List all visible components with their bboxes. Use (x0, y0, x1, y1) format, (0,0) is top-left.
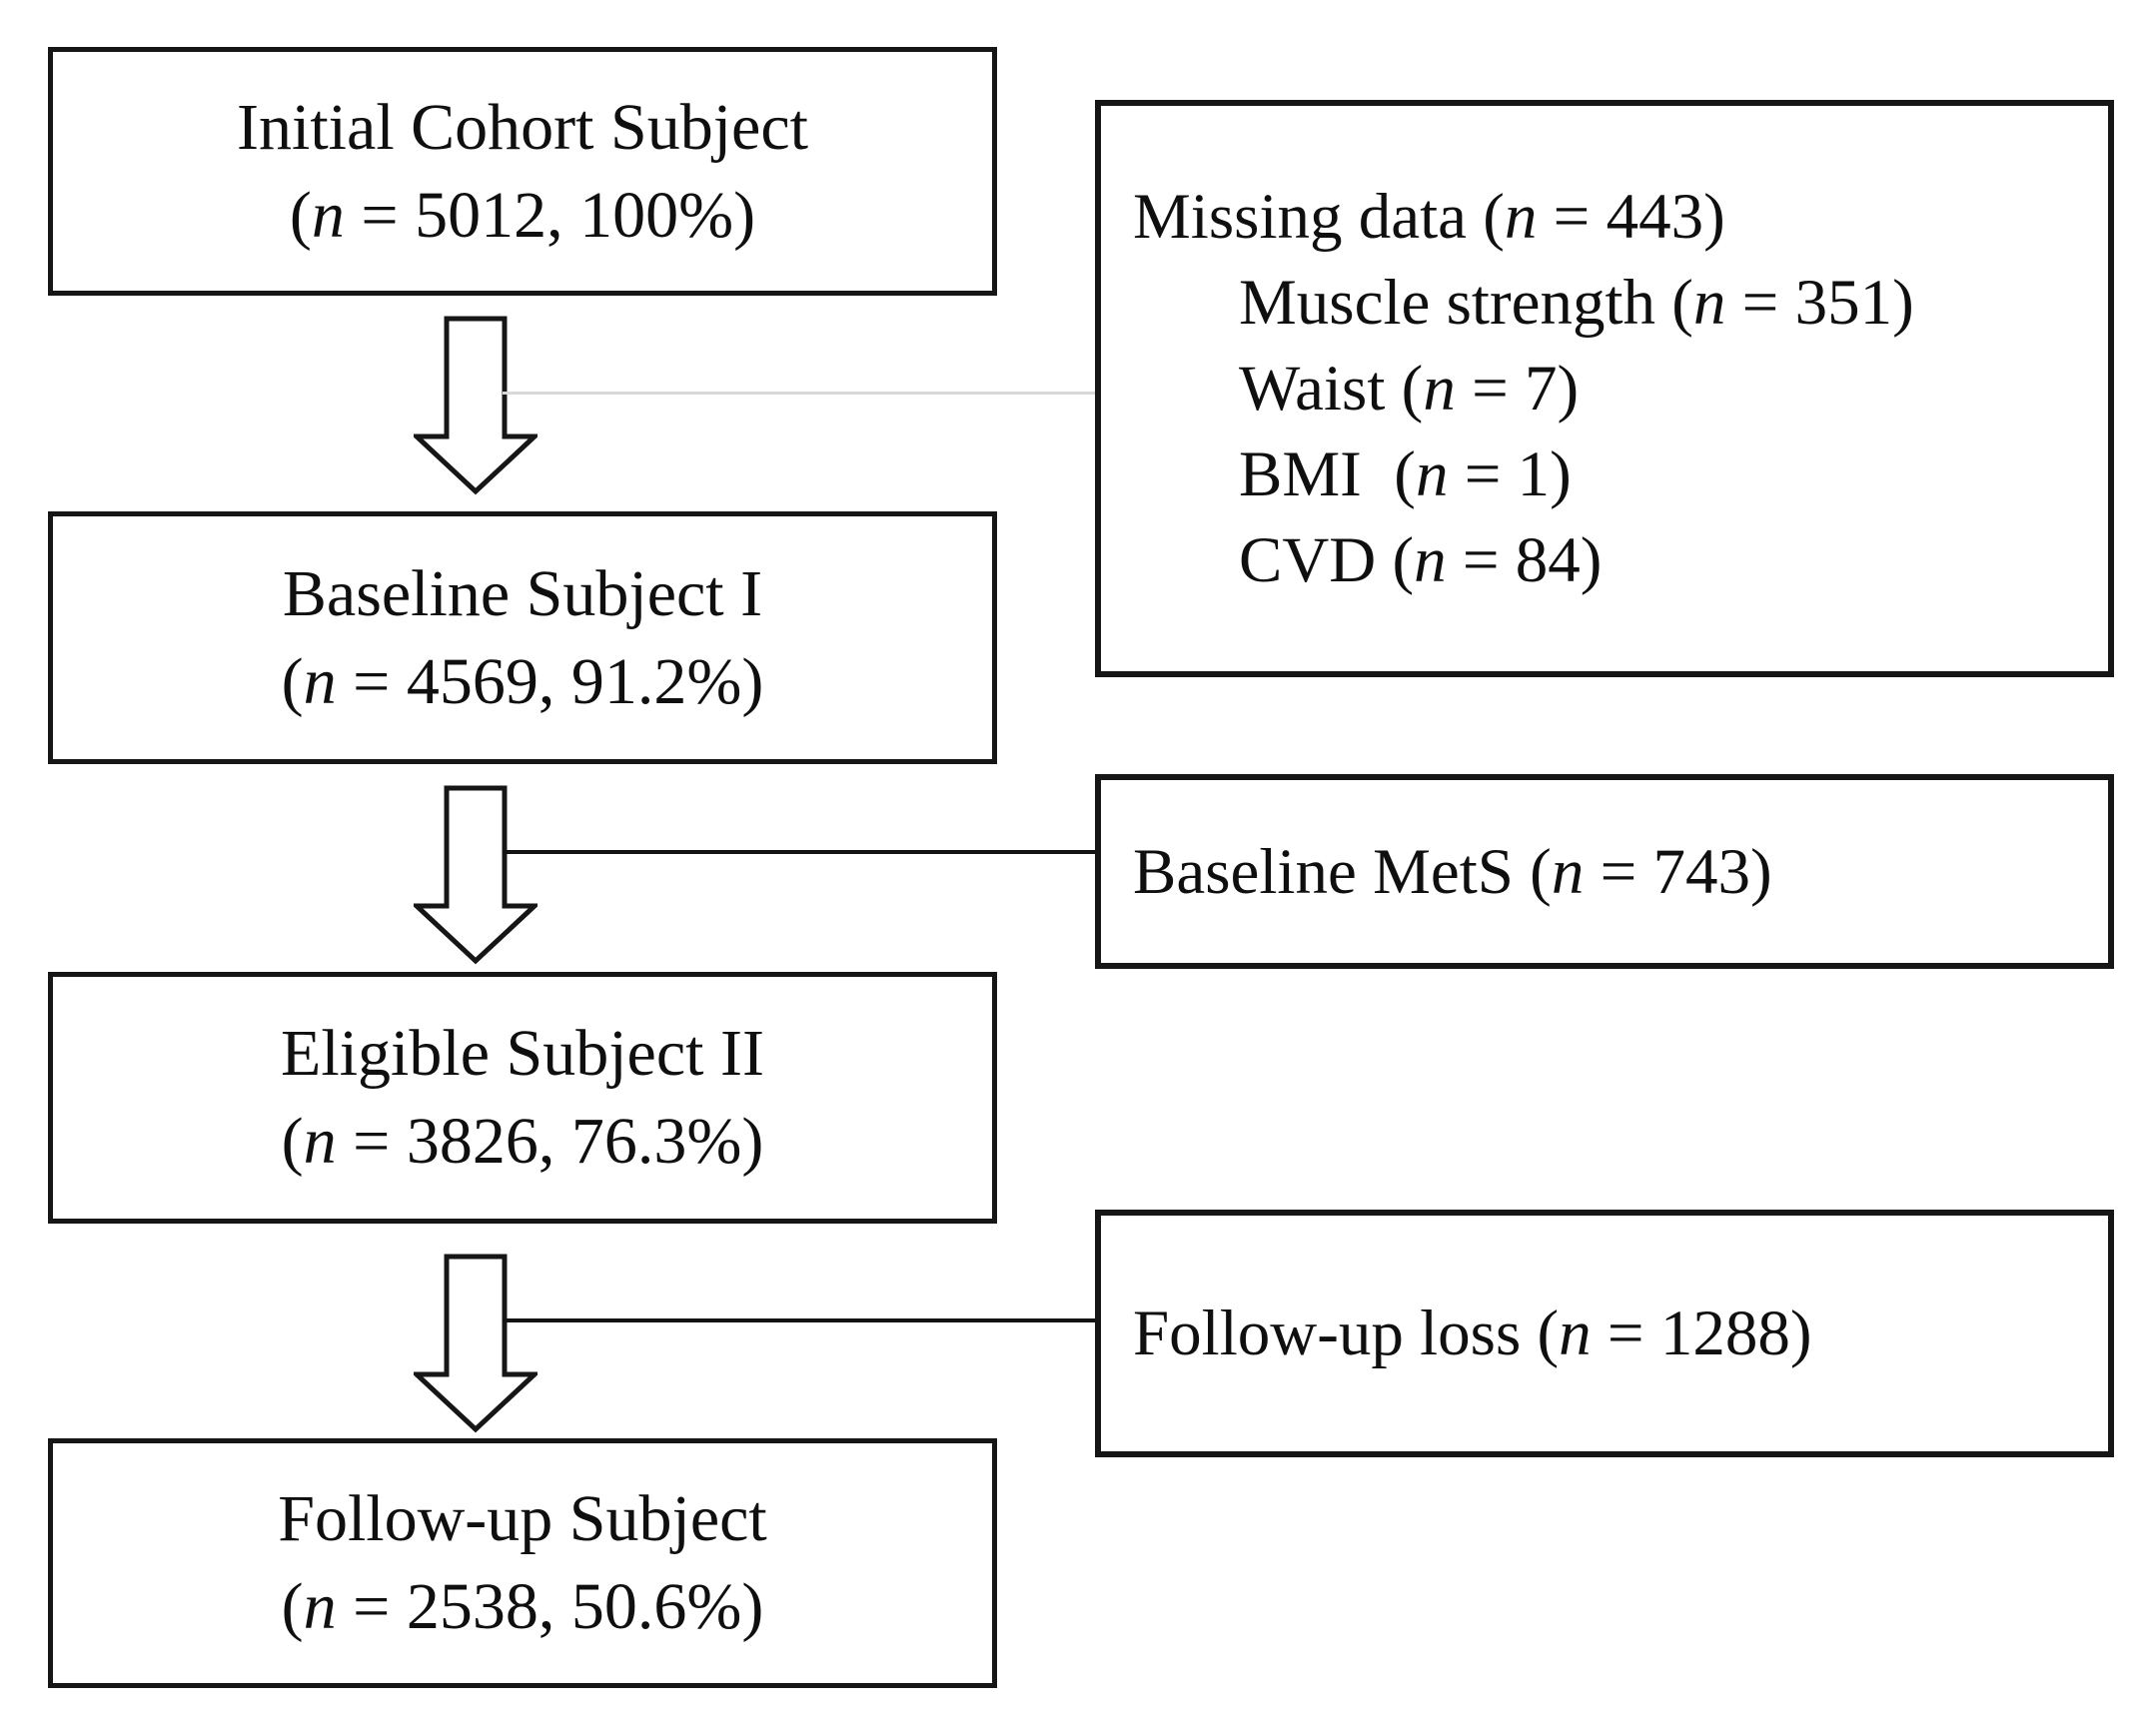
stat-post: = 7) (1455, 353, 1580, 425)
connector-line-follow-up-loss (503, 1318, 1098, 1322)
stat-n-variable: n (1414, 524, 1447, 596)
flow-box-title: Eligible Subject II (281, 1017, 764, 1090)
stat-n-variable: n (1423, 353, 1456, 425)
stat-pre: ( (281, 1570, 304, 1643)
down-arrow-icon (414, 316, 538, 495)
flow-box-follow-up-subject: Follow-up Subject (n = 2538, 50.6%) (48, 1438, 997, 1688)
flow-box-stat: (n = 3826, 76.3%) (282, 1098, 764, 1186)
stat-post: = 2538, 50.6%) (336, 1570, 764, 1643)
exclusion-header: Baseline MetS (n = 743) (1133, 829, 1772, 915)
connector-line-baseline-mets (503, 850, 1098, 854)
flow-box-stat: (n = 4569, 91.2%) (282, 638, 764, 726)
stat-n-variable: n (311, 178, 345, 252)
exclusion-item: CVD (n = 84) (1239, 517, 1602, 603)
exclusion-item: Muscle strength (n = 351) (1239, 260, 1914, 346)
stat-post: = 443) (1537, 181, 1725, 253)
down-arrow-icon (414, 1254, 538, 1433)
stat-post: = 743) (1584, 835, 1772, 908)
stat-n-variable: n (303, 644, 337, 718)
exclusion-header: Follow-up loss (n = 1288) (1133, 1291, 1811, 1376)
exclusion-box-baseline-mets: Baseline MetS (n = 743) (1095, 774, 2114, 969)
stat-n-variable: n (1559, 1298, 1592, 1369)
stat-post: = 84) (1446, 524, 1603, 596)
connector-line-missing-data (503, 392, 1098, 395)
stat-pre: Follow-up loss ( (1133, 1298, 1560, 1369)
exclusion-item: BMI (n = 1) (1239, 432, 1572, 517)
stat-pre: Waist ( (1239, 353, 1424, 425)
flow-box-initial-cohort: Initial Cohort Subject (n = 5012, 100%) (48, 47, 997, 296)
stat-pre: Missing data ( (1133, 181, 1505, 253)
flow-box-title: Follow-up Subject (278, 1482, 767, 1555)
stat-n-variable: n (1415, 438, 1449, 510)
stat-pre: BMI ( (1239, 438, 1416, 510)
flow-box-eligible-subject-2: Eligible Subject II (n = 3826, 76.3%) (48, 972, 997, 1224)
stat-post: = 1288) (1591, 1298, 1812, 1369)
stat-post: = 4569, 91.2%) (336, 644, 764, 718)
stat-pre: ( (281, 1105, 304, 1178)
flow-box-stat: (n = 2538, 50.6%) (282, 1563, 764, 1651)
flow-box-title: Initial Cohort Subject (237, 90, 808, 164)
stat-n-variable: n (303, 1570, 337, 1643)
exclusion-header: Missing data (n = 443) (1133, 174, 1725, 260)
stat-pre: ( (281, 644, 304, 718)
stat-n-variable: n (1504, 181, 1538, 253)
down-arrow-icon (414, 785, 538, 965)
stat-pre: ( (289, 178, 312, 252)
stat-post: = 351) (1725, 267, 1914, 339)
stat-n-variable: n (1551, 835, 1585, 908)
stat-pre: Baseline MetS ( (1133, 835, 1552, 908)
exclusion-box-follow-up-loss: Follow-up loss (n = 1288) (1095, 1210, 2114, 1457)
stat-post: = 5012, 100%) (344, 178, 756, 252)
stat-post: = 1) (1448, 438, 1572, 510)
flow-box-title: Baseline Subject I (282, 556, 763, 630)
flow-box-stat: (n = 5012, 100%) (290, 172, 755, 260)
exclusion-box-missing-data: Missing data (n = 443) Muscle strength (… (1095, 100, 2114, 677)
stat-pre: CVD ( (1239, 524, 1415, 596)
flow-box-baseline-subject-1: Baseline Subject I (n = 4569, 91.2%) (48, 511, 997, 764)
stat-n-variable: n (1692, 267, 1726, 339)
stat-post: = 3826, 76.3%) (336, 1105, 764, 1178)
exclusion-item: Waist (n = 7) (1239, 346, 1579, 432)
stat-pre: Muscle strength ( (1239, 267, 1693, 339)
stat-n-variable: n (303, 1105, 337, 1178)
